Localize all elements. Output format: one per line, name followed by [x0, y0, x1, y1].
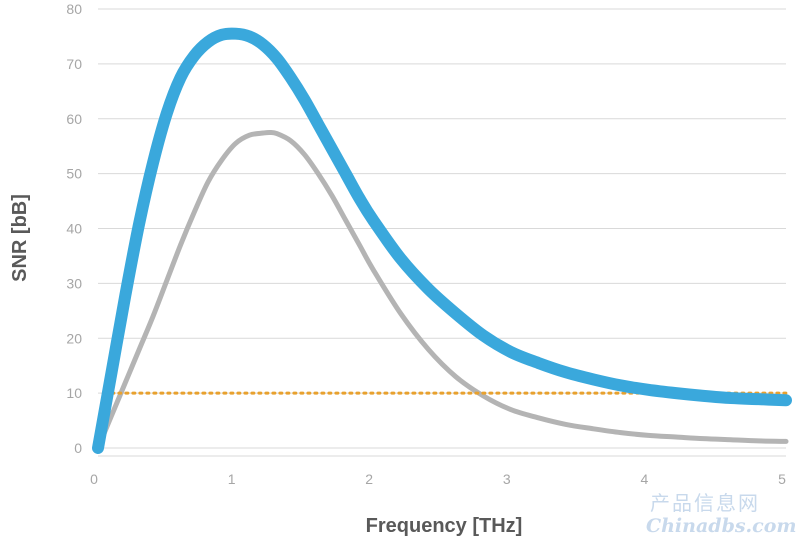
- x-tick-label: 2: [365, 471, 373, 487]
- y-tick-label: 70: [66, 56, 82, 72]
- x-tick-label: 1: [228, 471, 236, 487]
- y-tick-label: 10: [66, 385, 82, 401]
- y-tick-label: 60: [66, 111, 82, 127]
- watermark-url: Chinadbs.com: [646, 515, 797, 537]
- y-tick-label: 0: [74, 440, 82, 456]
- watermark-chinese: 产品信息网: [650, 491, 760, 515]
- series-lines: [92, 27, 792, 454]
- y-tick-labels: 0 10 20 30 40 50 60 70 80: [66, 1, 82, 456]
- y-tick-label: 80: [66, 1, 82, 17]
- x-tick-label: 5: [778, 471, 786, 487]
- y-tick-label: 40: [66, 221, 82, 237]
- series-line-1: [95, 129, 789, 451]
- y-tick-label: 30: [66, 275, 82, 291]
- y-axis-title: SNR [bB]: [9, 194, 31, 282]
- x-tick-label: 3: [503, 471, 511, 487]
- y-tick-label: 20: [66, 330, 82, 346]
- x-tick-label: 0: [90, 471, 98, 487]
- x-axis-title: Frequency [THz]: [366, 515, 523, 537]
- y-tick-label: 50: [66, 166, 82, 182]
- x-tick-labels: 0 1 2 3 4 5: [90, 471, 786, 487]
- series-line-0: [92, 27, 792, 454]
- x-tick-label: 4: [641, 471, 649, 487]
